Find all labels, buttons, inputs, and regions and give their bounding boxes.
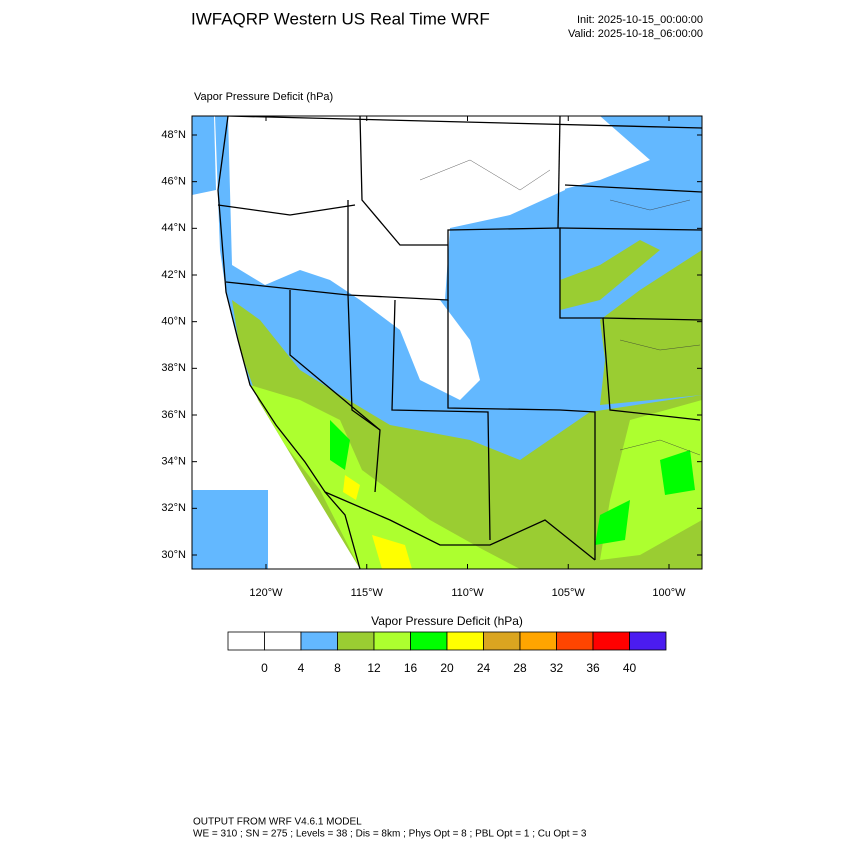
lat-label: 48°N xyxy=(161,129,186,141)
lat-label: 40°N xyxy=(161,316,186,328)
lon-label: 115°W xyxy=(351,587,384,599)
lat-label: 32°N xyxy=(161,502,186,514)
colorbar-box xyxy=(519,631,557,651)
colorbar-label: 12 xyxy=(367,661,381,675)
colorbar-box xyxy=(337,631,375,651)
colorbar-label: 40 xyxy=(623,661,637,675)
lat-label: 38°N xyxy=(161,362,186,374)
colorbar-label: 8 xyxy=(334,661,341,675)
colorbar-box xyxy=(227,631,265,651)
field-label: Vapor Pressure Deficit (hPa) xyxy=(194,91,333,103)
colorbar-title: Vapor Pressure Deficit (hPa) xyxy=(371,614,523,628)
colorbar-label: 16 xyxy=(404,661,418,675)
lat-label: 42°N xyxy=(161,269,186,281)
colorbar-box xyxy=(629,631,667,651)
valid-time: Valid: 2025-10-18_06:00:00 xyxy=(568,28,703,40)
colorbar-box xyxy=(264,631,302,651)
colorbar-box xyxy=(410,631,448,651)
map-ticks: 48°N 46°N 44°N 42°N 40°N 38°N 36°N 34°N 32°N 30°N… xyxy=(161,116,702,599)
colorbar-label: 36 xyxy=(586,661,600,675)
lat-label: 30°N xyxy=(161,549,186,561)
colorbar-label: 32 xyxy=(550,661,564,675)
colorbar-label: 4 xyxy=(298,661,305,675)
map xyxy=(192,116,702,569)
map-frame xyxy=(191,115,703,570)
lon-label: 100°W xyxy=(652,587,686,599)
colorbar-box xyxy=(483,631,521,651)
colorbar-box xyxy=(556,631,594,651)
lon-label: 110°W xyxy=(451,587,484,599)
lat-label: 44°N xyxy=(161,222,186,234)
footer-line: OUTPUT FROM WRF V4.6.1 MODEL xyxy=(193,817,362,828)
colorbar-box xyxy=(446,631,484,651)
footer-line: WE = 310 ; SN = 275 ; Levels = 38 ; Dis … xyxy=(193,829,587,840)
colorbar-label: 24 xyxy=(477,661,491,675)
title: IWFAQRP Western US Real Time WRF xyxy=(191,9,490,28)
colorbar: 0 4 8 12 16 20 24 28 32 36 40 xyxy=(227,631,667,675)
colorbar-box xyxy=(592,631,630,651)
colorbar-box xyxy=(300,631,338,651)
lat-label: 46°N xyxy=(161,176,186,188)
colorbar-box xyxy=(373,631,411,651)
lat-label: 36°N xyxy=(161,409,186,421)
lat-label: 34°N xyxy=(161,456,186,468)
lon-label: 120°W xyxy=(249,587,283,599)
lon-label: 105°W xyxy=(552,587,586,599)
colorbar-label: 28 xyxy=(513,661,527,675)
init-time: Init: 2025-10-15_00:00:00 xyxy=(577,14,703,26)
colorbar-label: 20 xyxy=(440,661,454,675)
colorbar-label: 0 xyxy=(261,661,268,675)
